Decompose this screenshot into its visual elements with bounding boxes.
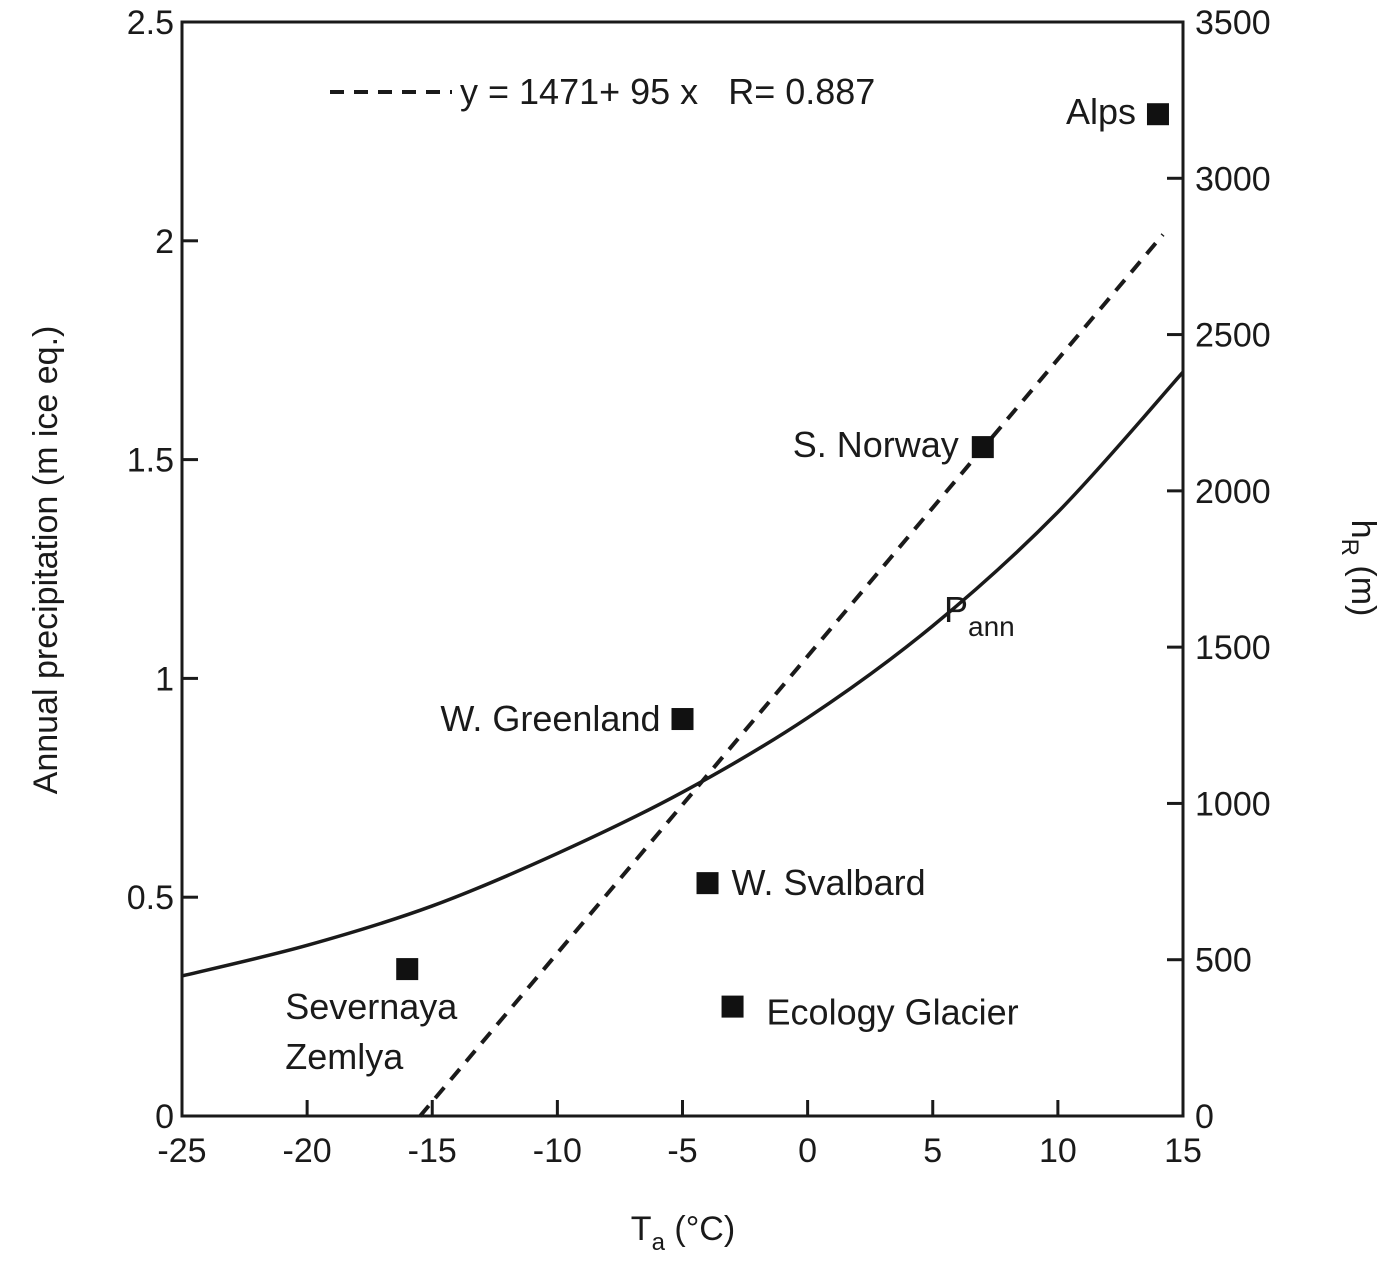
x-tick-label: 5 bbox=[923, 1132, 942, 1170]
y-left-tick-label: 1.5 bbox=[127, 442, 174, 480]
x-tick-label: 15 bbox=[1164, 1132, 1202, 1170]
data-point-label: W. Svalbard bbox=[732, 862, 926, 903]
regression-line bbox=[418, 233, 1165, 1118]
data-point bbox=[696, 872, 719, 895]
data-point-label: Zemlya bbox=[285, 1036, 404, 1077]
x-axis-title: Ta (°C) bbox=[631, 1210, 735, 1256]
y-left-tick-label: 0.5 bbox=[127, 879, 174, 917]
x-tick-label: -5 bbox=[667, 1132, 697, 1170]
y-right-tick-label: 3000 bbox=[1195, 160, 1271, 198]
x-tick-label: -10 bbox=[533, 1132, 582, 1170]
x-tick-label: -15 bbox=[408, 1132, 457, 1170]
y-right-tick-label: 2500 bbox=[1195, 317, 1271, 355]
y-right-tick-label: 2000 bbox=[1195, 473, 1271, 511]
x-tick-label: -25 bbox=[157, 1132, 206, 1170]
curve-label: Pann bbox=[944, 589, 1015, 642]
data-point bbox=[971, 436, 994, 459]
y-right-tick-label: 3500 bbox=[1195, 4, 1271, 42]
data-point-label: Ecology Glacier bbox=[767, 992, 1019, 1033]
data-point-label: W. Greenland bbox=[440, 698, 660, 739]
y-axis-title-left: Annual precipitation (m ice eq.) bbox=[27, 326, 65, 795]
ticks: -25 -20 -15 -10 -5 0 5 10 1500.511.522.505001000… bbox=[127, 4, 1271, 1170]
data-point bbox=[1146, 103, 1169, 126]
data-point-label: Severnaya bbox=[285, 986, 458, 1027]
regression-legend-label: y = 1471+ 95 x R= 0.887 bbox=[460, 71, 875, 112]
data-point bbox=[721, 995, 744, 1018]
data-point bbox=[671, 708, 694, 731]
data-point bbox=[396, 958, 419, 981]
series: Alps S. Norway W. Greenland W. Svalbard Seve… bbox=[181, 91, 1185, 1118]
data-point-label: Alps bbox=[1066, 91, 1136, 132]
y-left-tick-label: 1 bbox=[155, 660, 174, 698]
y-left-tick-label: 2 bbox=[155, 223, 174, 261]
x-tick-label: 10 bbox=[1039, 1132, 1077, 1170]
x-tick-label: 0 bbox=[798, 1132, 817, 1170]
y-left-tick-label: 0 bbox=[155, 1098, 174, 1136]
y-left-tick-label: 2.5 bbox=[127, 4, 174, 42]
y-right-tick-label: 1500 bbox=[1195, 629, 1271, 667]
plot-frame bbox=[180, 20, 1185, 1118]
p-ann-curve bbox=[181, 370, 1185, 978]
y-right-tick-label: 0 bbox=[1195, 1098, 1214, 1136]
y-axis-title-right: hR (m) bbox=[1336, 520, 1382, 617]
y-right-tick-label: 1000 bbox=[1195, 785, 1271, 823]
x-tick-label: -20 bbox=[283, 1132, 332, 1170]
data-point-label: S. Norway bbox=[793, 424, 959, 465]
y-right-tick-label: 500 bbox=[1195, 942, 1252, 980]
